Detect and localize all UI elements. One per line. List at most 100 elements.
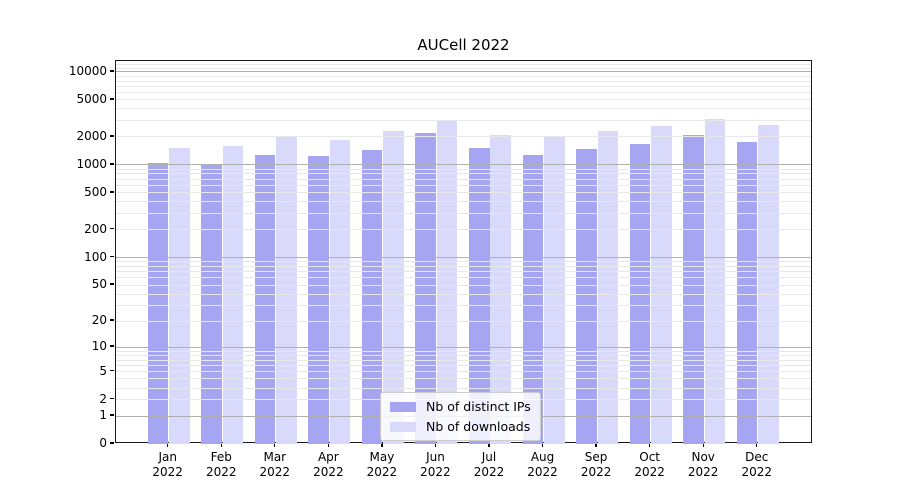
bar-downloads-jul — [490, 135, 511, 444]
y-tick-10 — [110, 345, 114, 347]
x-tick-jul — [488, 443, 490, 447]
x-tick-may — [381, 443, 383, 447]
y-tick-label-1000: 1000 — [76, 156, 107, 171]
y-tick-label-0: 0 — [99, 436, 107, 450]
gridline-minor-40 — [116, 293, 811, 295]
gridline-minor-30 — [116, 304, 811, 306]
legend-item-downloads: Nb of downloads — [390, 419, 531, 434]
x-tick-nov — [702, 443, 704, 447]
chart-title: AUCell 2022 — [417, 36, 510, 54]
y-tick-5 — [110, 369, 114, 372]
gridline-minor-5000 — [116, 99, 811, 101]
gridline-major-10 — [116, 346, 811, 348]
x-tick-label-dec: Dec 2022 — [741, 450, 773, 479]
y-tick-20 — [110, 319, 114, 321]
legend-label-downloads: Nb of downloads — [426, 419, 531, 434]
bar-downloads-nov — [704, 118, 726, 444]
gridline-minor-800 — [116, 173, 811, 175]
legend-label-distinct-ips: Nb of distinct IPs — [426, 399, 531, 414]
y-tick-label-2000: 2000 — [76, 128, 107, 143]
gridline-minor-70 — [116, 271, 811, 273]
gridline-minor-50 — [116, 284, 811, 286]
x-tick-jan — [167, 443, 169, 447]
gridlines-layer — [116, 61, 811, 442]
x-tick-jun — [434, 443, 437, 447]
x-tick-sep — [595, 443, 597, 447]
x-tick-label-oct: Oct 2022 — [634, 450, 665, 479]
y-tick-label-50: 50 — [91, 277, 107, 292]
bars-layer — [116, 61, 811, 444]
gridline-minor-3000 — [116, 120, 811, 122]
x-tick-label-nov: Nov 2022 — [687, 450, 719, 479]
y-tick-10000 — [110, 70, 114, 72]
gridline-minor-80 — [116, 266, 811, 267]
bar-distinct-ips-sep — [576, 149, 597, 444]
y-tick-5000 — [110, 98, 114, 100]
gridline-minor-600 — [116, 185, 811, 187]
y-tick-100 — [110, 255, 114, 258]
legend-swatch-downloads — [390, 421, 416, 432]
gridline-minor-8000 — [116, 80, 811, 82]
bar-downloads-apr — [329, 139, 351, 444]
y-tick-label-10000: 10000 — [68, 63, 107, 78]
bar-distinct-ips-may — [361, 149, 383, 444]
x-tick-apr — [327, 443, 330, 447]
x-tick-label-apr: Apr 2022 — [313, 450, 344, 479]
bar-downloads-jan — [169, 148, 190, 444]
x-tick-label-jun: Jun 2022 — [420, 450, 451, 479]
y-tick-label-500: 500 — [84, 184, 107, 199]
y-tick-label-1: 1 — [99, 408, 107, 422]
gridline-minor-6000 — [116, 92, 811, 94]
gridline-minor-3 — [116, 387, 811, 389]
bar-downloads-aug — [543, 135, 565, 444]
gridline-minor-7000 — [116, 85, 811, 87]
gridline-minor-4000 — [116, 108, 811, 110]
y-tick-label-20: 20 — [91, 313, 107, 328]
gridline-minor-60 — [116, 277, 811, 279]
gridline-minor-20 — [116, 320, 811, 322]
y-tick-2000 — [110, 135, 114, 137]
gridline-minor-6 — [116, 364, 811, 366]
gridline-minor-9 — [116, 350, 811, 352]
gridline-major-100 — [116, 257, 811, 259]
legend-swatch-distinct-ips — [390, 401, 416, 412]
x-tick-aug — [541, 443, 544, 447]
gridline-minor-900 — [116, 168, 811, 170]
gridline-minor-8 — [116, 354, 811, 356]
bar-distinct-ips-apr — [308, 155, 329, 444]
bar-downloads-feb — [222, 146, 244, 444]
gridline-minor-5 — [116, 371, 811, 373]
y-tick-label-5000: 5000 — [76, 91, 107, 106]
plot-area: Nb of distinct IPs Nb of downloads — [115, 60, 812, 444]
legend-item-distinct-ips: Nb of distinct IPs — [390, 399, 531, 414]
bar-downloads-dec — [758, 125, 779, 444]
bar-distinct-ips-feb — [201, 164, 222, 444]
y-tick-label-200: 200 — [84, 221, 107, 236]
gridline-minor-300 — [116, 212, 811, 214]
y-tick-0 — [110, 442, 114, 444]
y-tick-1000 — [110, 163, 114, 165]
gridline-major-1000 — [116, 164, 811, 166]
x-tick-oct — [648, 443, 651, 447]
y-tick-label-2: 2 — [99, 391, 107, 406]
gridline-minor-700 — [116, 178, 811, 180]
gridline-major-10000 — [116, 71, 811, 73]
x-tick-label-mar: Mar 2022 — [259, 450, 291, 479]
gridline-minor-90 — [116, 261, 811, 263]
gridline-minor-7 — [116, 359, 811, 361]
y-tick-50 — [110, 283, 114, 285]
x-tick-label-may: May 2022 — [366, 450, 398, 479]
gridline-minor-500 — [116, 192, 811, 194]
legend: Nb of distinct IPs Nb of downloads — [380, 392, 541, 441]
x-tick-label-feb: Feb 2022 — [205, 450, 237, 479]
bar-downloads-mar — [276, 136, 297, 444]
bar-distinct-ips-nov — [683, 135, 704, 444]
bar-distinct-ips-jul — [469, 148, 490, 444]
gridline-minor-2000 — [116, 136, 811, 138]
x-tick-label-aug: Aug 2022 — [527, 450, 558, 479]
gridline-minor-11000 — [116, 67, 811, 69]
x-tick-feb — [220, 443, 222, 447]
y-tick-label-5: 5 — [99, 363, 107, 378]
y-tick-1 — [110, 414, 114, 416]
